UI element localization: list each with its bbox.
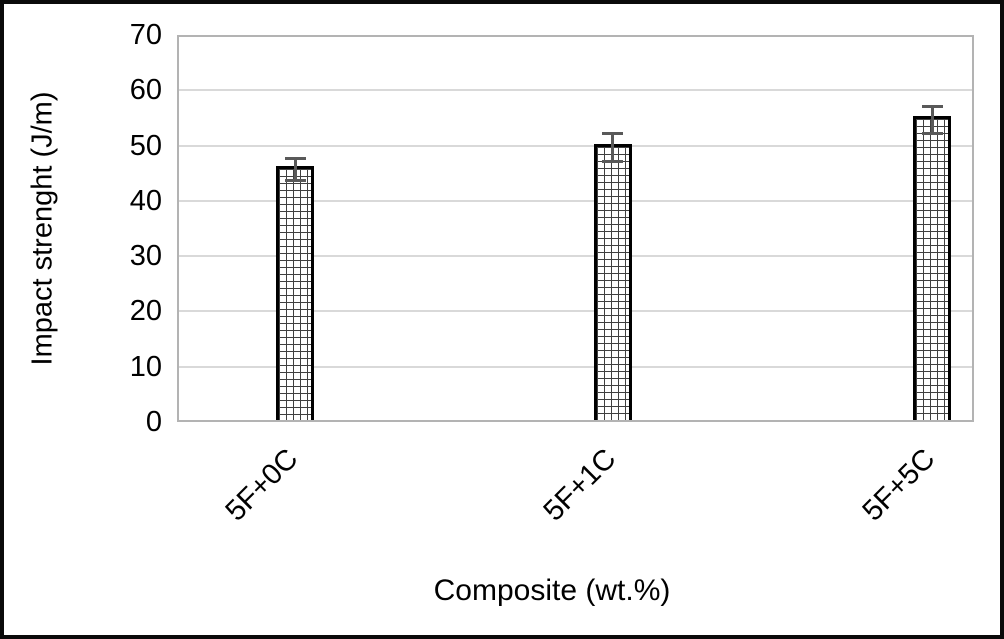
error-bar-line-5F+1C	[611, 133, 615, 162]
error-bar-line-5F+0C	[293, 158, 297, 181]
gridline-50	[179, 144, 972, 147]
y-tick-label-70: 70	[129, 19, 162, 51]
error-bar-cap-top-5F+0C	[284, 157, 306, 161]
x-category-label-5F+5C: 5F+5C	[856, 442, 942, 528]
y-tick-label-50: 50	[129, 129, 162, 162]
bar-5F+1C	[593, 143, 632, 420]
error-bar-line-5F+5C	[930, 106, 934, 134]
y-tick-label-60: 60	[129, 74, 162, 107]
y-tick-label-0: 0	[145, 406, 162, 438]
y-tick-label-20: 20	[129, 295, 162, 328]
bar-5F+5C	[913, 115, 952, 420]
y-tick-label-40: 40	[129, 184, 162, 217]
x-category-label-5F+0C: 5F+0C	[219, 442, 305, 528]
y-tick-label-30: 30	[129, 240, 162, 273]
error-bar-cap-bottom-5F+5C	[921, 132, 943, 136]
error-bar-cap-top-5F+1C	[602, 132, 624, 136]
x-category-label-5F+1C: 5F+1C	[537, 442, 622, 528]
gridline-30	[179, 255, 972, 258]
gridline-20	[179, 310, 972, 313]
error-bar-cap-bottom-5F+0C	[284, 179, 306, 183]
x-axis-title: Composite (wt.%)	[433, 574, 671, 607]
error-bar-cap-bottom-5F+1C	[602, 159, 624, 163]
gridline-10	[179, 365, 972, 368]
y-tick-label-10: 10	[129, 350, 162, 383]
gridline-40	[179, 199, 972, 202]
gridline-60	[179, 89, 972, 92]
plot-area	[177, 35, 974, 422]
bar-5F+0C	[276, 165, 315, 420]
error-bar-cap-top-5F+5C	[921, 104, 943, 108]
